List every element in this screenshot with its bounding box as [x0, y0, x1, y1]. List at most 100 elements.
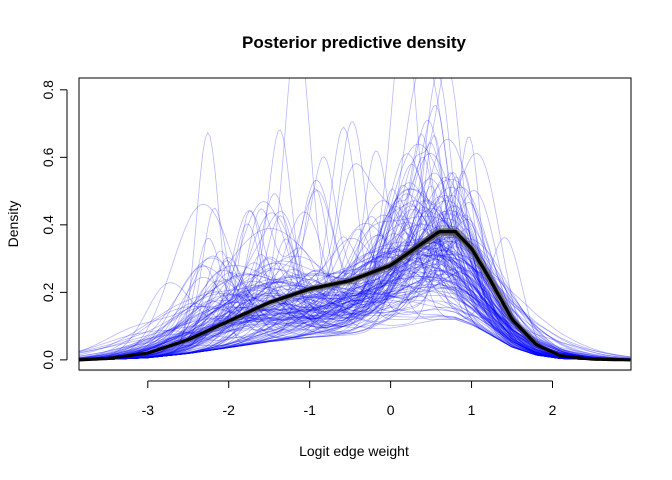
replicate-curve [79, 172, 631, 361]
x-tick-label: 0 [387, 402, 395, 418]
replicate-curve [79, 228, 631, 361]
replicate-curve [79, 78, 631, 361]
x-axis-label: Logit edge weight [299, 443, 409, 459]
replicate-curve [79, 228, 631, 361]
replicate-curve [79, 209, 631, 361]
x-tick-label: -2 [223, 402, 236, 418]
replicate-curve [79, 244, 631, 361]
replicate-curve [79, 178, 631, 361]
replicate-curve [79, 178, 631, 361]
replicate-curve [79, 185, 631, 361]
replicate-curve [79, 211, 631, 361]
x-tick-label: -3 [142, 402, 155, 418]
replicate-curve [79, 242, 631, 361]
y-axis: 0.0 0.2 0.4 0.6 0.8 [40, 80, 68, 370]
replicate-curve [79, 78, 631, 361]
replicate-curve [79, 201, 631, 361]
replicate-curve [79, 195, 631, 361]
replicate-curves [79, 78, 631, 361]
replicate-curve [79, 152, 631, 361]
replicate-curve [79, 267, 631, 361]
replicate-curve [79, 194, 631, 361]
replicate-curve [79, 121, 631, 361]
replicate-curve [79, 206, 631, 361]
replicate-curve [79, 235, 631, 361]
replicate-curve [79, 203, 631, 361]
replicate-curve [79, 212, 631, 361]
replicate-curve [79, 215, 631, 361]
replicate-curve [79, 232, 631, 361]
replicate-curve [79, 131, 631, 361]
y-tick-label: 0.6 [40, 147, 56, 167]
replicate-curve [79, 129, 631, 361]
replicate-curve [79, 234, 631, 361]
replicate-curve [79, 229, 631, 361]
replicate-curve [79, 170, 631, 361]
replicate-curve [79, 126, 631, 361]
replicate-curve [79, 205, 631, 360]
replicate-curve [79, 257, 631, 360]
x-axis: -3 -2 -1 0 1 2 [142, 380, 557, 418]
replicate-curve [79, 222, 631, 361]
replicate-curve [79, 156, 631, 361]
replicate-curve [79, 246, 631, 361]
replicate-curve [79, 143, 631, 361]
replicate-curve [79, 232, 631, 361]
chart-title: Posterior predictive density [242, 33, 466, 52]
replicate-curve [79, 238, 631, 361]
replicate-curve [79, 205, 631, 361]
replicate-curve [79, 234, 631, 361]
replicate-curve [79, 78, 631, 361]
replicate-curve [79, 120, 631, 361]
replicate-curve [79, 230, 631, 361]
replicate-curve [79, 200, 631, 361]
replicate-curve [79, 257, 631, 361]
replicate-curve [79, 274, 631, 361]
replicate-curve [79, 235, 631, 361]
replicate-curve [79, 222, 631, 361]
replicate-curve [79, 190, 631, 361]
replicate-curve [79, 234, 631, 361]
replicate-curve [79, 163, 631, 361]
replicate-curve [79, 247, 631, 361]
replicate-curve [79, 176, 631, 361]
replicate-curve [79, 205, 631, 361]
replicate-curve [79, 250, 631, 361]
replicate-curve [79, 134, 631, 361]
replicate-curve [79, 241, 631, 361]
replicate-curve [79, 236, 631, 361]
replicate-curve [79, 222, 631, 361]
replicate-curve [79, 210, 631, 361]
replicate-curve [79, 190, 631, 361]
replicate-curve [79, 258, 631, 361]
replicate-curve [79, 188, 631, 361]
replicate-curve [79, 200, 631, 361]
replicate-curve [79, 188, 631, 361]
replicate-curve [79, 241, 631, 361]
x-tick-label: 1 [468, 402, 476, 418]
replicate-curve [79, 255, 631, 361]
replicate-curve [79, 219, 631, 361]
replicate-curve [79, 290, 631, 359]
replicate-curve [79, 253, 631, 361]
replicate-curve [79, 238, 631, 361]
replicate-curve [79, 256, 631, 361]
replicate-curve [79, 255, 631, 361]
replicate-curve [79, 200, 631, 361]
replicate-curve [79, 214, 631, 361]
replicate-curve [79, 188, 631, 361]
observed-density [79, 226, 631, 362]
x-tick-label: -1 [303, 402, 316, 418]
replicate-curve [79, 200, 631, 361]
replicate-curve [79, 273, 631, 361]
replicate-curve [79, 179, 631, 361]
replicate-curve [79, 237, 631, 361]
replicate-curve [79, 208, 631, 361]
replicate-curve [79, 250, 631, 361]
replicate-curve [79, 274, 631, 361]
replicate-curve [79, 188, 631, 361]
replicate-curve [79, 247, 631, 361]
replicate-curve [79, 152, 631, 361]
replicate-curve [79, 213, 631, 361]
